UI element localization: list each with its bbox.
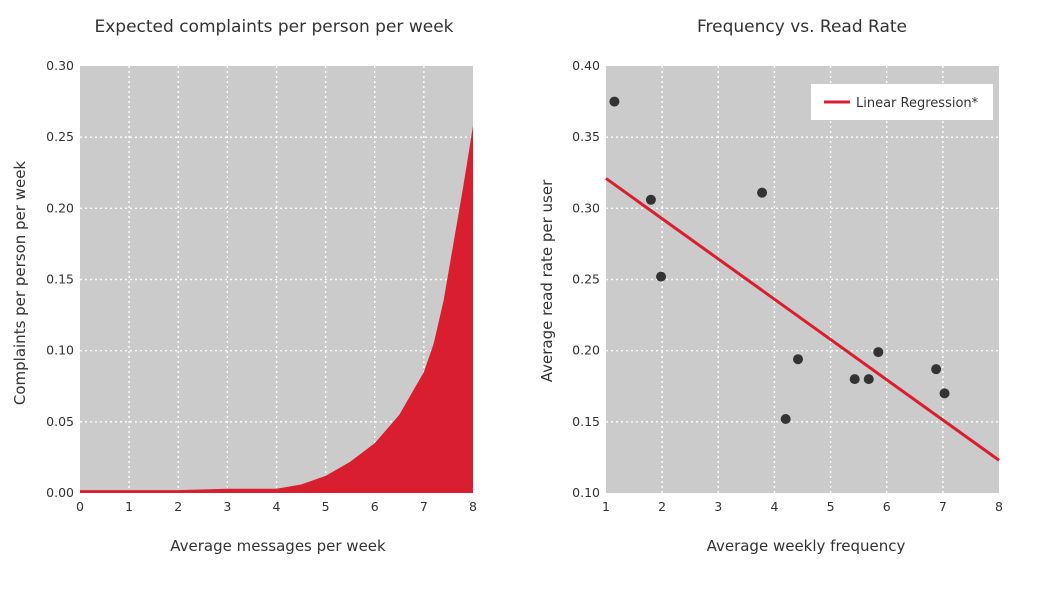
x-tick-label: 0 [76, 499, 84, 514]
y-tick-label: 0.30 [572, 200, 600, 215]
scatter-point [780, 413, 791, 424]
scatter-point [939, 388, 950, 399]
legend-entry: Linear Regression* [856, 96, 979, 111]
y-tick-label: 0.25 [46, 129, 74, 144]
x-axis-label: Average weekly frequency [707, 537, 906, 555]
scatter-point [873, 347, 884, 358]
scatter-point [656, 271, 667, 282]
y-tick-label: 0.00 [46, 485, 74, 500]
x-tick-label: 6 [883, 499, 891, 514]
grid-lines [80, 66, 473, 493]
complaints-chart: Expected complaints per person per week … [11, 17, 477, 555]
x-tick-labels: 0 1 2 3 4 5 6 7 8 [76, 499, 477, 514]
x-tick-label: 3 [714, 499, 722, 514]
y-tick-labels: 0.00 0.05 0.10 0.15 0.20 0.25 0.30 [46, 58, 74, 500]
x-tick-label: 2 [658, 499, 666, 514]
complaints-area-series [80, 125, 473, 493]
x-tick-label: 5 [322, 499, 330, 514]
x-tick-label: 8 [469, 499, 477, 514]
y-axis-label: Average read rate per user [538, 179, 556, 382]
y-tick-label: 0.05 [46, 414, 74, 429]
x-tick-label: 7 [420, 499, 428, 514]
x-tick-labels: 1 2 3 4 5 6 7 8 [602, 499, 1003, 514]
legend: Linear Regression* [811, 84, 993, 120]
y-tick-label: 0.30 [46, 58, 74, 73]
scatter-point [645, 194, 656, 205]
scatter-point [609, 96, 620, 107]
x-tick-label: 8 [995, 499, 1003, 514]
x-tick-label: 1 [125, 499, 133, 514]
x-tick-label: 3 [223, 499, 231, 514]
y-tick-label: 0.20 [572, 343, 600, 358]
x-tick-label: 4 [770, 499, 778, 514]
scatter-point [931, 364, 942, 375]
scatter-points [609, 96, 950, 424]
x-axis-label: Average messages per week [170, 537, 386, 555]
x-tick-label: 6 [371, 499, 379, 514]
y-tick-label: 0.10 [572, 485, 600, 500]
chart-title: Expected complaints per person per week [94, 17, 453, 37]
scatter-point [757, 187, 768, 198]
x-tick-label: 2 [174, 499, 182, 514]
x-tick-label: 4 [273, 499, 281, 514]
y-tick-label: 0.10 [46, 343, 74, 358]
y-axis-label: Complaints per person per week [11, 161, 29, 406]
scatter-point [849, 374, 860, 385]
y-tick-label: 0.20 [46, 200, 74, 215]
scatter-point [793, 354, 804, 365]
y-tick-label: 0.35 [572, 129, 600, 144]
y-tick-label: 0.15 [46, 272, 74, 287]
x-tick-label: 7 [939, 499, 947, 514]
regression-line [605, 177, 1000, 462]
y-tick-label: 0.40 [572, 58, 600, 73]
y-tick-label: 0.25 [572, 272, 600, 287]
x-tick-label: 5 [827, 499, 835, 514]
y-tick-label: 0.15 [572, 414, 600, 429]
y-tick-labels: 0.10 0.15 0.20 0.25 0.30 0.35 0.40 [572, 58, 600, 500]
x-tick-label: 1 [602, 499, 610, 514]
chart-title: Frequency vs. Read Rate [697, 17, 907, 37]
scatter-point [863, 374, 874, 385]
